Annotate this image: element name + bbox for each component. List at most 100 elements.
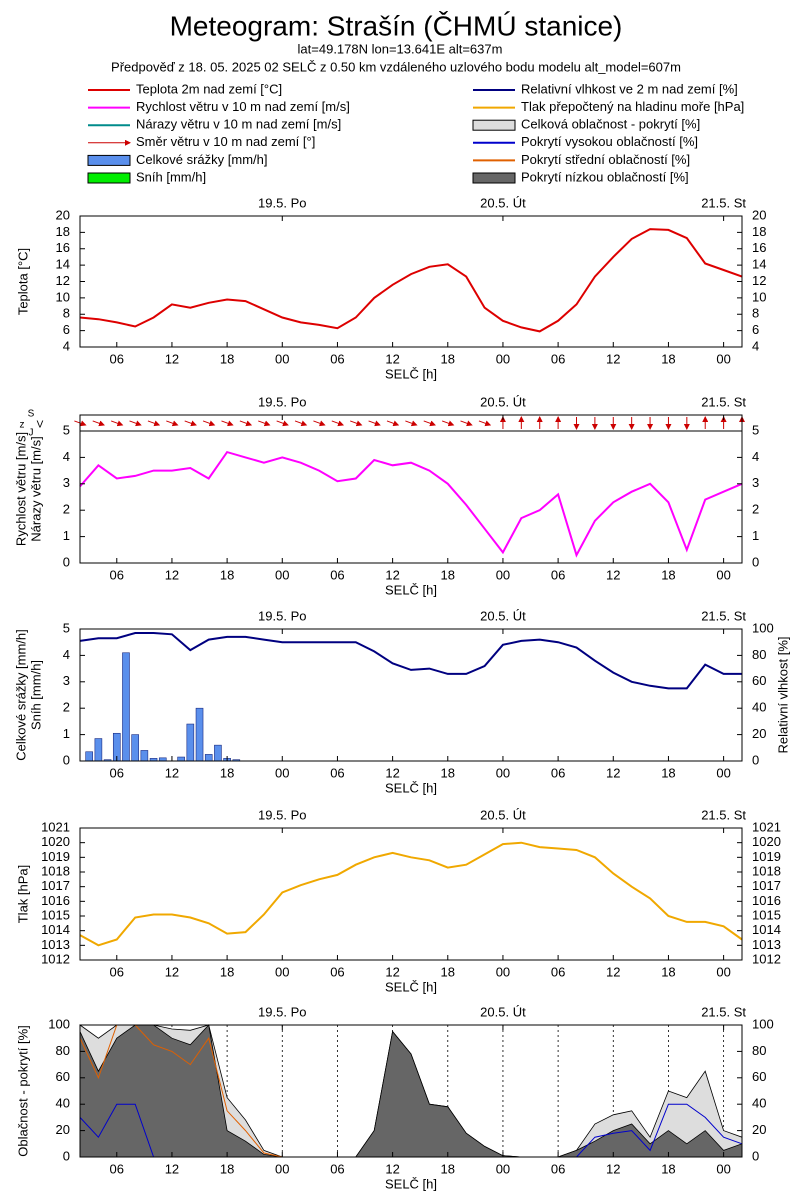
- legend-label: Rychlost větru v 10 m nad zemí [m/s]: [136, 99, 350, 114]
- y-tick-label-right: 1013: [752, 937, 781, 952]
- y-tick-label: 20: [56, 207, 70, 222]
- y-tick-label: 6: [63, 322, 70, 337]
- y-tick-label-right: 1: [752, 528, 759, 543]
- wind-arrow: [350, 420, 363, 427]
- y-tick-label: 18: [56, 224, 70, 239]
- y-tick-label: 40: [56, 1096, 70, 1111]
- day-label: 20.5. Út: [480, 608, 526, 623]
- y-tick-label: 1013: [41, 937, 70, 952]
- subtitle: lat=49.178N lon=13.641E alt=637m: [298, 41, 503, 56]
- x-tick-label: 00: [275, 351, 289, 366]
- y-tick-label-right: 60: [752, 1069, 766, 1084]
- y-tick-label-right: 0: [752, 1148, 759, 1163]
- y-tick-label: 0: [63, 752, 70, 767]
- wind-arrow: [368, 420, 381, 427]
- y-tick-label: 80: [56, 1043, 70, 1058]
- y-tick-label: 1018: [41, 863, 70, 878]
- x-tick-label: 00: [275, 765, 289, 780]
- y-tick-label: 12: [56, 273, 70, 288]
- precip-bar: [177, 756, 185, 762]
- x-tick-label: 12: [165, 964, 179, 979]
- series-line: [79, 841, 743, 947]
- wind-arrow: [405, 420, 418, 427]
- precip-bar: [131, 734, 139, 762]
- y-tick-label: 10: [56, 289, 70, 304]
- x-tick-label: 12: [385, 765, 399, 780]
- precip-bar: [85, 751, 93, 762]
- y-tick-label-right: 8: [752, 306, 759, 321]
- y-tick-label: 1: [63, 528, 70, 543]
- x-tick-label: 12: [385, 567, 399, 582]
- x-tick-label: 18: [441, 765, 455, 780]
- x-tick-label: 12: [385, 964, 399, 979]
- y-tick-label: 1: [63, 726, 70, 741]
- wind-arrow: [202, 420, 216, 427]
- day-label: 19.5. Po: [258, 1004, 306, 1019]
- legend-label: Relativní vlhkost ve 2 m nad zemí [%]: [521, 81, 738, 96]
- x-tick-label: 06: [110, 351, 124, 366]
- title: Meteogram: Strašín (ČHMÚ stanice): [170, 10, 623, 41]
- day-label: 19.5. Po: [258, 608, 306, 623]
- y-tick-label: 1014: [41, 922, 70, 937]
- day-label: 20.5. Út: [480, 1004, 526, 1019]
- x-tick-label: 06: [551, 964, 565, 979]
- y-tick-label: 2: [63, 502, 70, 517]
- y-tick-label-right: 1014: [752, 922, 781, 937]
- x-tick-label: 18: [441, 964, 455, 979]
- precip-bar: [214, 744, 222, 762]
- compass-label: J: [29, 428, 34, 439]
- y-tick-label-right: 1020: [752, 834, 781, 849]
- legend-label: Směr větru v 10 m nad zemí [°]: [136, 134, 315, 149]
- x-tick-label: 12: [165, 351, 179, 366]
- y-tick-label-right: 1019: [752, 849, 781, 864]
- x-tick-label: 18: [661, 1161, 675, 1176]
- y-tick-label: 0: [63, 554, 70, 569]
- compass-label: S: [28, 409, 35, 420]
- x-tick-label: 12: [606, 567, 620, 582]
- x-tick-label: 12: [165, 567, 179, 582]
- legend-label: Pokrytí nízkou oblačností [%]: [521, 169, 689, 184]
- x-tick-label: 12: [606, 765, 620, 780]
- legend-label: Sníh [mm/h]: [136, 169, 206, 184]
- x-tick-label: 06: [110, 765, 124, 780]
- y-tick-label-right: 0: [752, 554, 759, 569]
- y-tick-label-right: 4: [752, 449, 759, 464]
- wind-arrow: [460, 420, 473, 427]
- x-tick-label: 18: [661, 351, 675, 366]
- x-tick-label: 12: [606, 351, 620, 366]
- compass-label: z: [20, 420, 25, 431]
- y-axis-label: Sníh [mm/h]: [28, 660, 43, 730]
- x-tick-label: 00: [496, 351, 510, 366]
- y-tick-label: 1015: [41, 907, 70, 922]
- wind-arrow: [239, 420, 253, 427]
- subtitle: Předpověď z 18. 05. 2025 02 SELČ z 0.50 …: [111, 59, 681, 74]
- y-tick-label: 100: [48, 1016, 70, 1031]
- wind-arrow: [92, 420, 105, 427]
- x-tick-label: 18: [220, 567, 234, 582]
- precip-bar: [195, 707, 204, 762]
- day-label: 21.5. St: [701, 1004, 746, 1019]
- y2-tick-label: 40: [752, 700, 766, 715]
- x-tick-label: 06: [110, 567, 124, 582]
- y2-tick-label: 80: [752, 647, 766, 662]
- x-tick-label: 00: [275, 964, 289, 979]
- y-tick-label: 4: [63, 647, 70, 662]
- x-tick-label: 18: [441, 1161, 455, 1176]
- legend-label: Nárazy větru v 10 m nad zemí [m/s]: [136, 117, 341, 132]
- wind-arrow: [331, 420, 345, 427]
- x-axis-label: SELČ [h]: [385, 780, 437, 795]
- y-tick-label: 1019: [41, 849, 70, 864]
- day-label: 20.5. Út: [480, 807, 526, 822]
- legend-label: Celkové srážky [mm/h]: [136, 152, 267, 167]
- y-tick-label: 16: [56, 240, 70, 255]
- legend-label: Teplota 2m nad zemí [°C]: [136, 81, 282, 96]
- y-tick-label: 8: [63, 306, 70, 321]
- x-tick-label: 12: [385, 1161, 399, 1176]
- x-tick-label: 18: [441, 567, 455, 582]
- legend-label: Celková oblačnost - pokrytí [%]: [521, 117, 700, 132]
- x-tick-label: 00: [716, 765, 730, 780]
- plot-frame: [79, 1024, 743, 1158]
- y-tick-label-right: 4: [752, 338, 759, 353]
- y-tick-label: 60: [56, 1069, 70, 1084]
- y-axis-label: Rychlost větru [m/s]: [13, 432, 28, 546]
